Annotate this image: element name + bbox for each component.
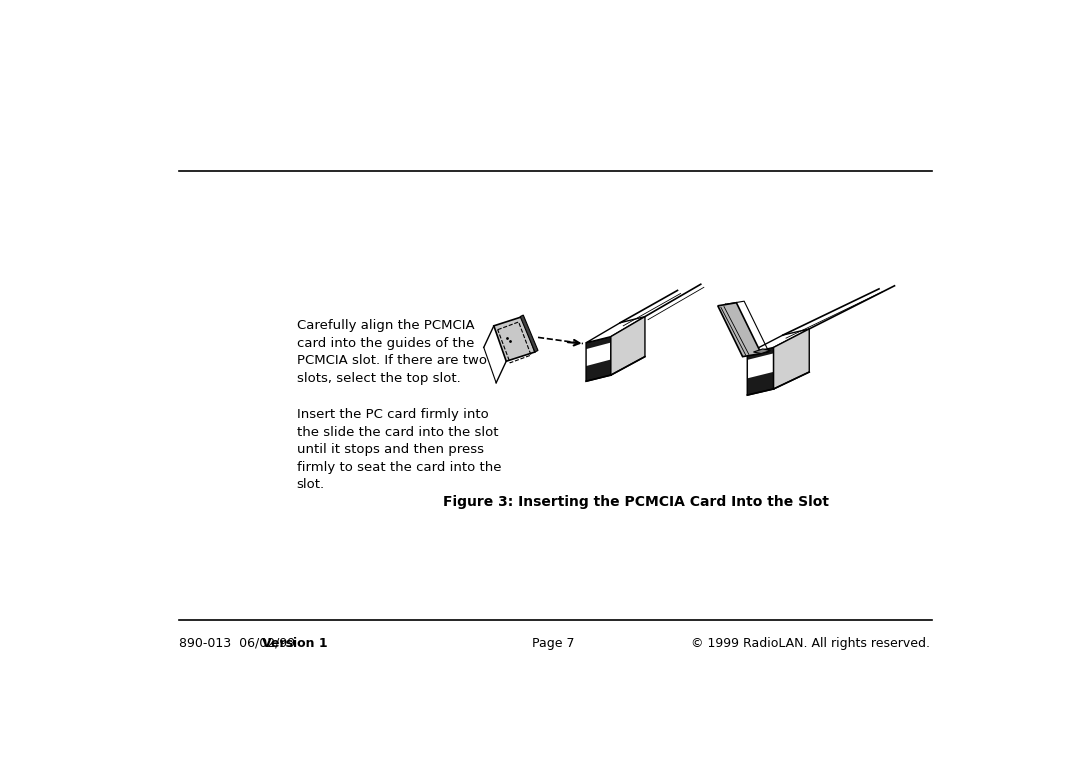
Polygon shape xyxy=(748,354,773,379)
Text: Carefully align the PCMCIA
card into the guides of the
PCMCIA slot. If there are: Carefully align the PCMCIA card into the… xyxy=(297,319,487,385)
Text: Insert the PC card firmly into
the slide the card into the slot
until it stops a: Insert the PC card firmly into the slide… xyxy=(297,409,501,491)
Polygon shape xyxy=(773,329,809,389)
Polygon shape xyxy=(586,337,611,382)
Text: Page 7: Page 7 xyxy=(532,637,575,650)
Polygon shape xyxy=(521,315,538,352)
Text: Figure 3: Inserting the PCMCIA Card Into the Slot: Figure 3: Inserting the PCMCIA Card Into… xyxy=(443,495,828,509)
Text: © 1999 RadioLAN. All rights reserved.: © 1999 RadioLAN. All rights reserved. xyxy=(691,637,930,650)
Polygon shape xyxy=(611,317,645,375)
Polygon shape xyxy=(494,317,535,362)
Polygon shape xyxy=(747,329,809,354)
Polygon shape xyxy=(586,317,645,343)
Text: Version 1: Version 1 xyxy=(262,637,328,650)
Polygon shape xyxy=(754,349,770,354)
Polygon shape xyxy=(586,343,610,366)
Text: 890-013  06/02/99: 890-013 06/02/99 xyxy=(178,637,299,650)
Polygon shape xyxy=(718,303,761,357)
Polygon shape xyxy=(747,348,773,395)
